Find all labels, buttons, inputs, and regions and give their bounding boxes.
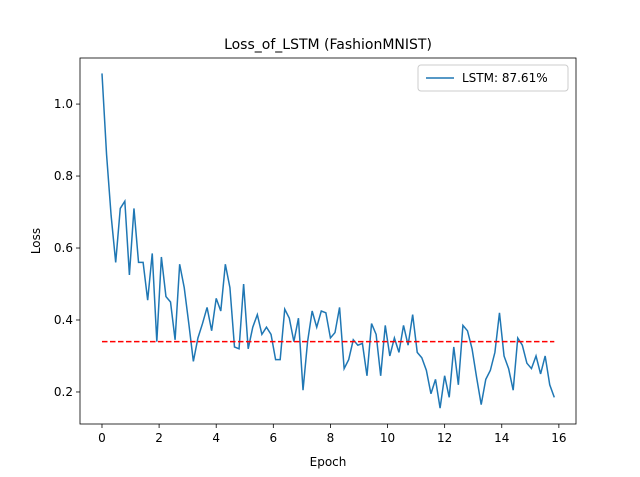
chart-title: Loss_of_LSTM (FashionMNIST): [224, 37, 432, 53]
x-tick-label: 16: [551, 431, 566, 445]
legend-label: LSTM: 87.61%: [462, 71, 548, 85]
x-tick-label: 4: [212, 431, 220, 445]
plot-frame: [79, 57, 577, 425]
y-tick-label: 0.8: [54, 169, 73, 183]
line-series: [101, 73, 556, 409]
y-tick-label: 0.4: [54, 313, 73, 327]
y-axis-label: Loss: [29, 228, 43, 254]
y-tick-label: 0.2: [54, 385, 73, 399]
x-tick-label: 6: [269, 431, 277, 445]
x-tick-label: 10: [380, 431, 395, 445]
x-tick-label: 12: [437, 431, 452, 445]
x-tick-label: 14: [494, 431, 509, 445]
x-tick-label: 8: [327, 431, 335, 445]
x-axis-label: Epoch: [310, 455, 347, 469]
legend-box: [417, 64, 569, 92]
y-tick-label: 1.0: [54, 97, 73, 111]
x-tick-label: 0: [98, 431, 106, 445]
y-tick-label: 0.6: [54, 241, 73, 255]
x-tick-label: 2: [155, 431, 163, 445]
